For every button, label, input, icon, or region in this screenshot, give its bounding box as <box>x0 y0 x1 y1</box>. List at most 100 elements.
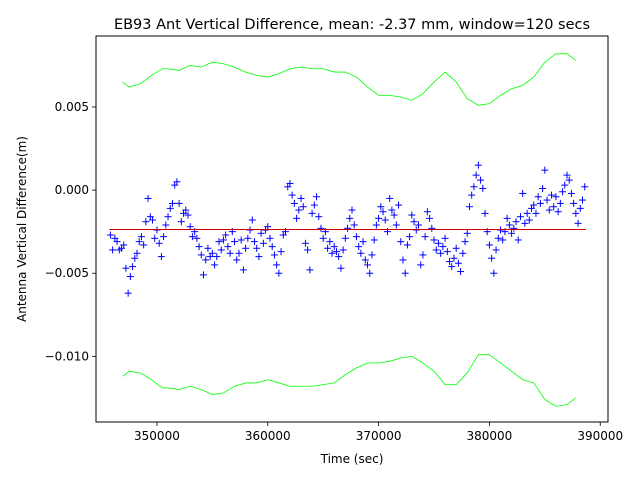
upper-envelope-line <box>122 53 577 106</box>
data-point <box>452 244 460 252</box>
data-point <box>222 231 230 239</box>
data-point <box>140 241 148 249</box>
data-point <box>450 254 458 262</box>
data-point <box>406 233 414 241</box>
data-point <box>532 209 540 217</box>
data-point <box>499 236 507 244</box>
data-point <box>536 199 544 207</box>
data-point <box>137 233 145 241</box>
data-point <box>184 211 192 219</box>
chart-title: EB93 Ant Vertical Difference, mean: -2.3… <box>114 17 590 33</box>
data-point <box>213 253 221 261</box>
data-point <box>505 221 513 229</box>
data-point <box>295 206 303 214</box>
data-point <box>177 218 185 226</box>
data-point <box>293 214 301 222</box>
data-point <box>357 249 365 257</box>
data-point <box>341 234 349 242</box>
data-point <box>175 199 183 207</box>
data-point <box>481 209 489 217</box>
data-point <box>264 223 272 231</box>
data-point <box>375 214 383 222</box>
data-point <box>142 218 150 226</box>
plot-frame <box>95 35 609 423</box>
data-point <box>485 241 493 249</box>
data-point <box>541 166 549 174</box>
data-point <box>539 184 547 192</box>
data-point <box>370 236 378 244</box>
data-point <box>144 194 152 202</box>
data-point <box>288 191 296 199</box>
data-point <box>352 233 360 241</box>
data-point <box>195 243 203 251</box>
data-point <box>556 199 564 207</box>
data-point <box>310 201 318 209</box>
data-point <box>390 211 398 219</box>
data-point <box>186 223 194 231</box>
data-point <box>465 203 473 211</box>
data-point <box>344 224 352 232</box>
data-point <box>153 226 161 234</box>
data-point <box>494 234 502 242</box>
data-point <box>381 216 389 224</box>
data-point <box>530 201 538 209</box>
data-point <box>315 213 323 221</box>
data-point <box>306 266 314 274</box>
data-point <box>160 233 168 241</box>
data-point <box>253 244 261 252</box>
data-point <box>164 213 172 221</box>
data-point <box>559 188 567 196</box>
data-point <box>459 249 467 257</box>
data-point <box>348 206 356 214</box>
data-point <box>379 208 387 216</box>
data-point <box>516 213 524 221</box>
data-point <box>581 183 589 191</box>
data-point <box>565 176 573 184</box>
data-point <box>133 249 141 257</box>
data-point <box>204 244 212 252</box>
data-point <box>266 234 274 242</box>
data-point <box>275 269 283 277</box>
data-point <box>472 171 480 179</box>
data-point <box>155 239 163 247</box>
data-point <box>395 201 403 209</box>
y-axis-title: Antenna Vertical Difference(m) <box>15 136 29 322</box>
data-point <box>157 253 165 261</box>
data-point <box>579 196 587 204</box>
data-point <box>239 266 247 274</box>
data-point <box>397 238 405 246</box>
data-point <box>414 221 422 229</box>
data-point <box>270 251 278 259</box>
data-point <box>417 261 425 269</box>
data-point <box>534 193 542 201</box>
data-point <box>135 238 143 246</box>
data-point <box>109 246 117 254</box>
data-point <box>432 246 440 254</box>
data-point <box>519 189 527 197</box>
data-point <box>286 179 294 187</box>
data-point <box>231 238 239 246</box>
data-point <box>543 196 551 204</box>
data-point <box>244 234 252 242</box>
data-point <box>250 238 258 246</box>
data-point <box>570 199 578 207</box>
data-point <box>525 216 533 224</box>
data-point <box>401 269 409 277</box>
data-point <box>339 246 347 254</box>
data-point <box>408 211 416 219</box>
data-point <box>211 261 219 269</box>
data-point <box>364 261 372 269</box>
data-point <box>208 249 216 257</box>
data-point <box>126 273 134 281</box>
data-point <box>257 229 265 237</box>
data-point <box>426 214 434 222</box>
y-tick-label: 0.005 <box>55 100 89 114</box>
data-point <box>523 209 531 217</box>
data-point <box>299 203 307 211</box>
data-point <box>561 181 569 189</box>
data-point <box>377 203 385 211</box>
data-point <box>106 231 114 239</box>
data-point <box>113 238 121 246</box>
data-point <box>550 203 558 211</box>
